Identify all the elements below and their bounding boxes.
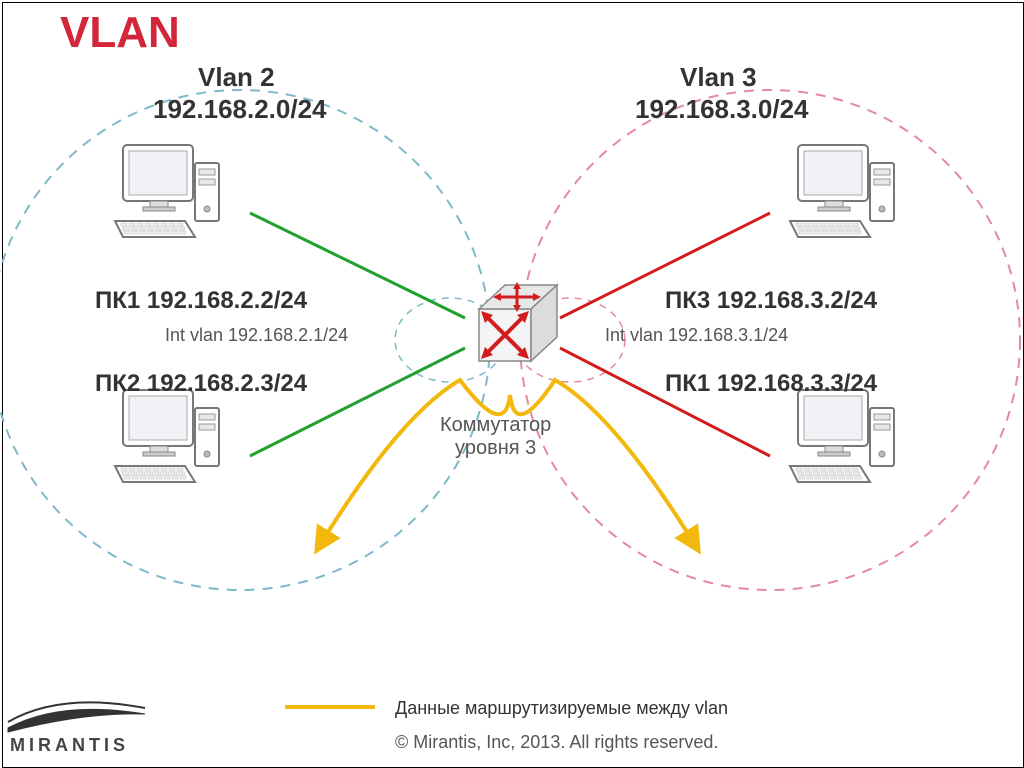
vlan2-subnet: 192.168.2.0/24	[153, 94, 327, 125]
footer-text: © Mirantis, Inc, 2013. All rights reserv…	[395, 732, 718, 753]
int-vlan2-label: Int vlan 192.168.2.1/24	[165, 325, 348, 346]
pc1-label: ПК1 192.168.2.2/24	[95, 287, 307, 315]
pc2-label: ПК2 192.168.2.3/24	[95, 370, 307, 398]
int-vlan3-label: Int vlan 192.168.3.1/24	[605, 325, 788, 346]
logo-text: MIRANTIS	[10, 735, 129, 756]
vlan3-label: Vlan 3	[680, 62, 757, 93]
legend-text: Данные маршрутизируемые между vlan	[395, 698, 728, 719]
pc3-label: ПК3 192.168.3.2/24	[665, 287, 877, 315]
pc4-label: ПК1 192.168.3.3/24	[665, 370, 877, 398]
vlan2-label: Vlan 2	[198, 62, 275, 93]
vlan3-subnet: 192.168.3.0/24	[635, 94, 809, 125]
switch-label: Коммутаторуровня 3	[440, 414, 551, 460]
